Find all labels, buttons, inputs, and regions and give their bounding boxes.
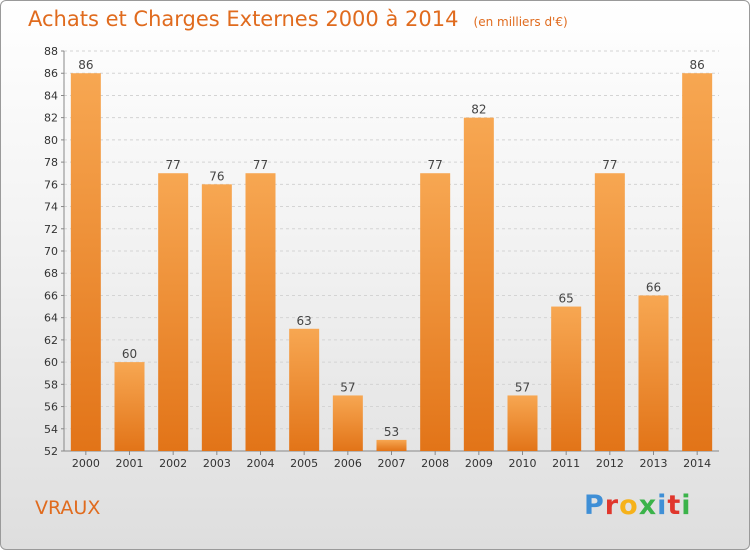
y-tick-label: 68 — [44, 267, 58, 280]
x-tick-label: 2008 — [421, 457, 449, 470]
x-tick-label: 2014 — [683, 457, 711, 470]
logo-letter: r — [604, 490, 620, 521]
y-tick-label: 84 — [44, 89, 58, 102]
x-tick-label: 2011 — [552, 457, 580, 470]
y-tick-label: 76 — [44, 178, 58, 191]
bar — [289, 328, 320, 451]
bar — [114, 362, 145, 451]
bar — [638, 295, 669, 451]
y-tick-label: 72 — [44, 223, 58, 236]
logo-letter: P — [584, 490, 605, 521]
bar-value-label: 53 — [384, 425, 399, 439]
x-tick-label: 2001 — [116, 457, 144, 470]
bars — [70, 73, 713, 452]
bar — [420, 173, 451, 451]
x-tick-label: 2007 — [378, 457, 406, 470]
x-tick-label: 2006 — [334, 457, 362, 470]
bar-value-label: 76 — [209, 169, 224, 183]
bar — [245, 173, 276, 451]
logo-letter: i — [657, 490, 668, 521]
logo-letter: o — [619, 490, 639, 521]
x-tick-label: 2013 — [640, 457, 668, 470]
y-tick-label: 80 — [44, 134, 58, 147]
chart-title: Achats et Charges Externes 2000 à 2014 — [28, 7, 459, 31]
x-tick-label: 2002 — [159, 457, 187, 470]
x-tick-label: 2003 — [203, 457, 231, 470]
y-tick-label: 86 — [44, 67, 58, 80]
x-tick-label: 2004 — [247, 457, 275, 470]
bar-value-label: 82 — [471, 103, 486, 117]
logo-letter: i — [681, 490, 692, 521]
bar — [70, 73, 101, 451]
x-tick-label: 2010 — [509, 457, 537, 470]
chart-unit: (en milliers d'€) — [473, 15, 568, 29]
y-tick-label: 52 — [44, 445, 58, 458]
data-labels: 86 60 77 76 77 63 57 53 77 82 57 65 77 66 86 — [78, 58, 705, 439]
bar — [551, 306, 582, 451]
bar-value-label: 65 — [559, 292, 574, 306]
y-tick-label: 78 — [44, 156, 58, 169]
bar-value-label: 60 — [122, 347, 137, 361]
y-tick-label: 58 — [44, 378, 58, 391]
y-tick-label: 70 — [44, 245, 58, 258]
logo-letter: x — [638, 490, 658, 521]
y-tick-label: 66 — [44, 289, 58, 302]
bar-value-label: 86 — [78, 58, 93, 72]
bar-value-label: 66 — [646, 280, 661, 294]
chart-header: Achats et Charges Externes 2000 à 2014 (… — [28, 7, 568, 31]
commune-name: VRAUX — [35, 497, 101, 519]
y-tick-label: 56 — [44, 401, 58, 414]
bar-value-label: 63 — [297, 314, 312, 328]
y-tick-label: 64 — [44, 312, 58, 325]
bar — [201, 184, 232, 452]
x-tick-label: 2012 — [596, 457, 624, 470]
bar — [507, 395, 538, 451]
bar-value-label: 57 — [340, 380, 355, 394]
bar — [463, 117, 494, 452]
bar-value-label: 77 — [253, 158, 268, 172]
y-tick-label: 82 — [44, 112, 58, 125]
bar — [376, 439, 407, 451]
x-tick-label: 2000 — [72, 457, 100, 470]
x-tick-label: 2009 — [465, 457, 493, 470]
proxiti-logo[interactable]: Proxiti — [584, 490, 692, 521]
axes: 52 54 56 58 60 62 64 66 68 70 72 74 76 78 80 82 84 86 88 20… — [44, 45, 719, 470]
y-tick-label: 60 — [44, 356, 58, 369]
logo-letter: t — [667, 490, 682, 521]
bar — [158, 173, 189, 451]
bar-value-label: 57 — [515, 380, 530, 394]
y-tick-label: 74 — [44, 201, 58, 214]
bar — [682, 73, 713, 451]
y-tick-label: 54 — [44, 423, 58, 436]
bar-value-label: 77 — [166, 158, 181, 172]
bar — [332, 395, 363, 451]
bar-value-label: 86 — [690, 58, 705, 72]
y-tick-label: 88 — [44, 45, 58, 58]
bar — [594, 173, 625, 451]
bar-value-label: 77 — [602, 158, 617, 172]
y-tick-label: 62 — [44, 334, 58, 347]
bar-value-label: 77 — [428, 158, 443, 172]
x-tick-label: 2005 — [290, 457, 318, 470]
